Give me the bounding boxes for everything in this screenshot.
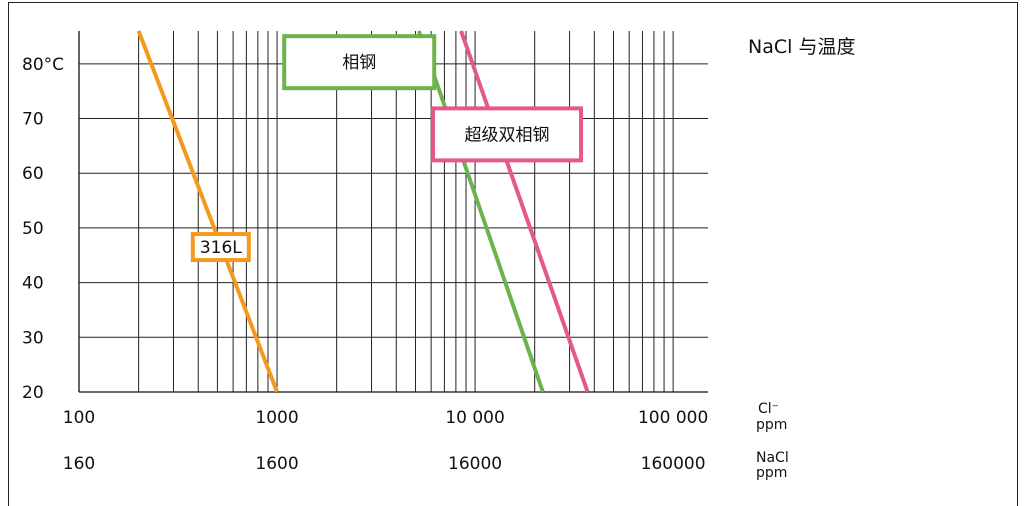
series-label: 超级双相钢 xyxy=(465,125,550,145)
y-tick-label: 70 xyxy=(22,110,44,130)
y-tick-label: 80°C xyxy=(22,55,64,75)
x-unit-nacl-line2: ppm xyxy=(756,465,787,481)
series-line-超级双相钢 xyxy=(459,30,590,392)
x-unit-cl-line2: ppm xyxy=(756,417,787,433)
y-tick-label: 20 xyxy=(22,383,44,403)
chart-title: NaCl 与温度 xyxy=(748,36,855,58)
x-unit-nacl-line1: NaCl xyxy=(756,450,789,466)
x-tick-label-cl: 10 000 xyxy=(445,408,504,428)
y-tick-label: 60 xyxy=(22,164,44,184)
x-unit-cl-line1: Cl⁻ xyxy=(758,401,779,417)
y-tick-label: 50 xyxy=(22,219,44,239)
series-line-相钢 xyxy=(416,30,545,392)
x-tick-label-nacl: 160 xyxy=(63,454,95,474)
series-label: 相钢 xyxy=(342,53,376,73)
series-label-box xyxy=(282,34,437,91)
x-tick-label-nacl: 160000 xyxy=(641,454,706,474)
grid-layer xyxy=(78,31,708,393)
axis-layer: 20 30 40 50 60 70 80°C 100 1000 10 000 100 000 160 1… xyxy=(22,31,789,481)
chart-frame xyxy=(8,2,1018,506)
x-tick-label-cl: 1000 xyxy=(255,408,298,428)
series-label-box xyxy=(190,232,251,263)
series-label-box xyxy=(431,106,584,163)
series-label: 316L xyxy=(200,238,242,258)
x-tick-label-nacl: 1600 xyxy=(255,454,298,474)
y-tick-label: 30 xyxy=(22,328,44,348)
y-tick-label: 40 xyxy=(22,274,44,294)
series-line-316L xyxy=(136,30,279,392)
x-tick-label-cl: 100 000 xyxy=(638,408,708,428)
x-tick-label-nacl: 16000 xyxy=(448,454,502,474)
x-tick-label-cl: 100 xyxy=(63,408,95,428)
series-layer xyxy=(136,30,590,392)
